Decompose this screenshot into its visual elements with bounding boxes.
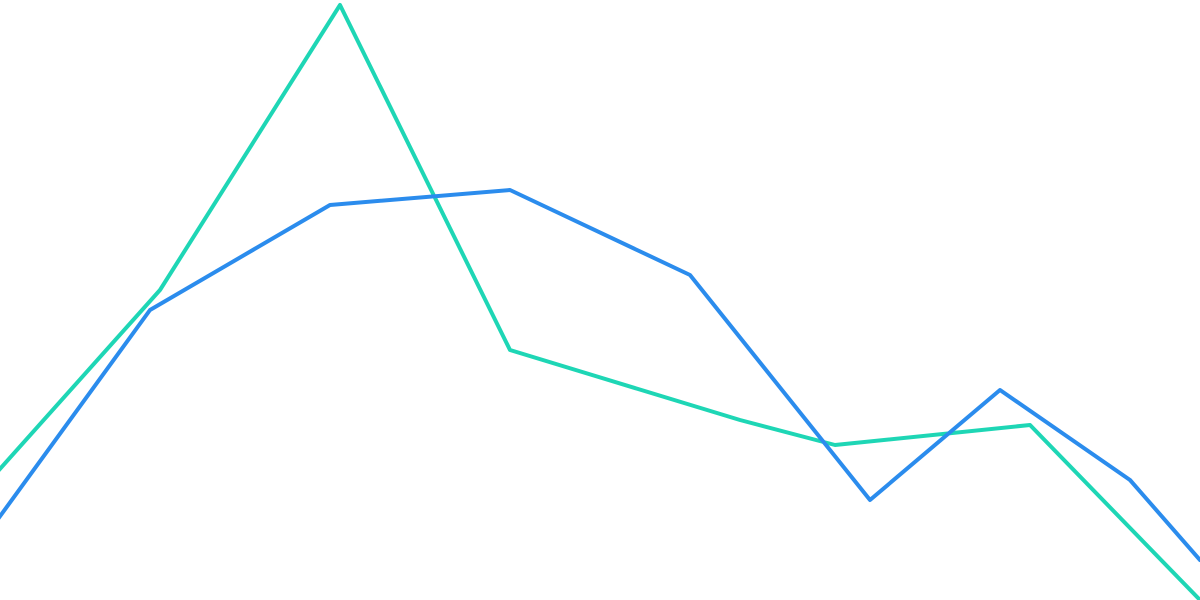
line-series-blue — [0, 190, 1200, 560]
line-chart — [0, 0, 1200, 600]
line-series-teal — [0, 5, 1200, 600]
